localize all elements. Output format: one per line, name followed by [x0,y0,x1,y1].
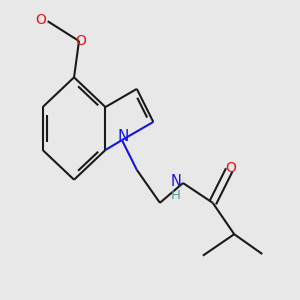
Text: O: O [226,161,236,175]
Text: O: O [35,13,46,27]
Text: O: O [75,34,86,48]
Text: H: H [171,189,181,202]
Text: N: N [117,129,129,144]
Text: N: N [170,174,181,189]
